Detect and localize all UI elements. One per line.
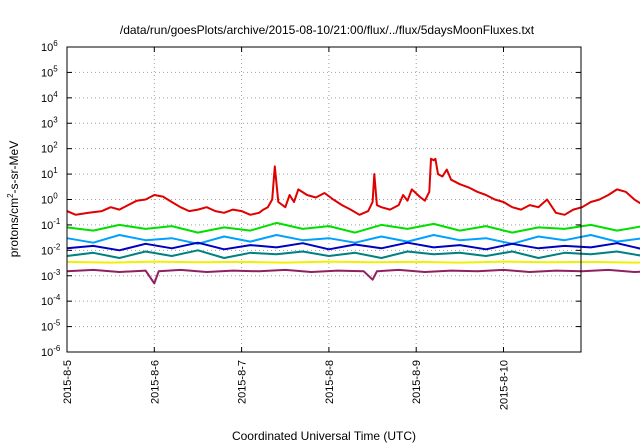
y-tick-label: 104	[41, 90, 58, 105]
y-axis: 10-6 10-5 10-4 10-3 10-2 10-1 100 101 102 103 104 1…	[41, 39, 581, 359]
series-line-2	[66, 221, 640, 234]
x-axis: 2015-8-5 2015-8-6 2015-8-7 2015-8-8 2015-8-9…	[62, 47, 511, 410]
series-group	[66, 157, 640, 285]
y-tick-label: 106	[41, 39, 58, 54]
x-tick-label: 2015-8-8	[324, 360, 336, 404]
x-axis-label: Coordinated Universal Time (UTC)	[232, 429, 416, 443]
x-tick-label: 2015-8-7	[237, 360, 249, 404]
y-tick-label: 105	[41, 64, 58, 79]
y-tick-label: 10-4	[41, 293, 61, 308]
y-tick-label: 102	[41, 141, 58, 156]
y-tick-label: 103	[41, 115, 58, 130]
x-tick-label: 2015-8-5	[62, 360, 74, 404]
series-line-5	[66, 249, 640, 259]
y-tick-label: 10-2	[41, 242, 61, 257]
chart-title: /data/run/goesPlots/archive/2015-08-10/2…	[120, 23, 535, 37]
x-tick-label: 2015-8-9	[411, 360, 423, 404]
x-tick-label: 2015-8-6	[149, 360, 161, 404]
y-tick-label: 101	[41, 166, 58, 181]
x-tick-label: 2015-8-10	[499, 360, 511, 410]
y-tick-label: 10-1	[41, 217, 61, 232]
y-tick-label: 10-5	[41, 319, 61, 334]
y-tick-label: 10-3	[41, 268, 61, 283]
series-line-4	[66, 241, 640, 252]
series-line-1	[66, 157, 640, 216]
series-line-7	[66, 268, 640, 285]
series-line-6	[66, 260, 640, 264]
grid	[67, 47, 581, 352]
y-axis-label: protons/cm2-s-sr-MeV	[6, 141, 21, 257]
y-tick-label: 100	[41, 192, 58, 207]
series-line-3	[66, 234, 640, 245]
y-tick-label: 10-6	[41, 344, 61, 359]
